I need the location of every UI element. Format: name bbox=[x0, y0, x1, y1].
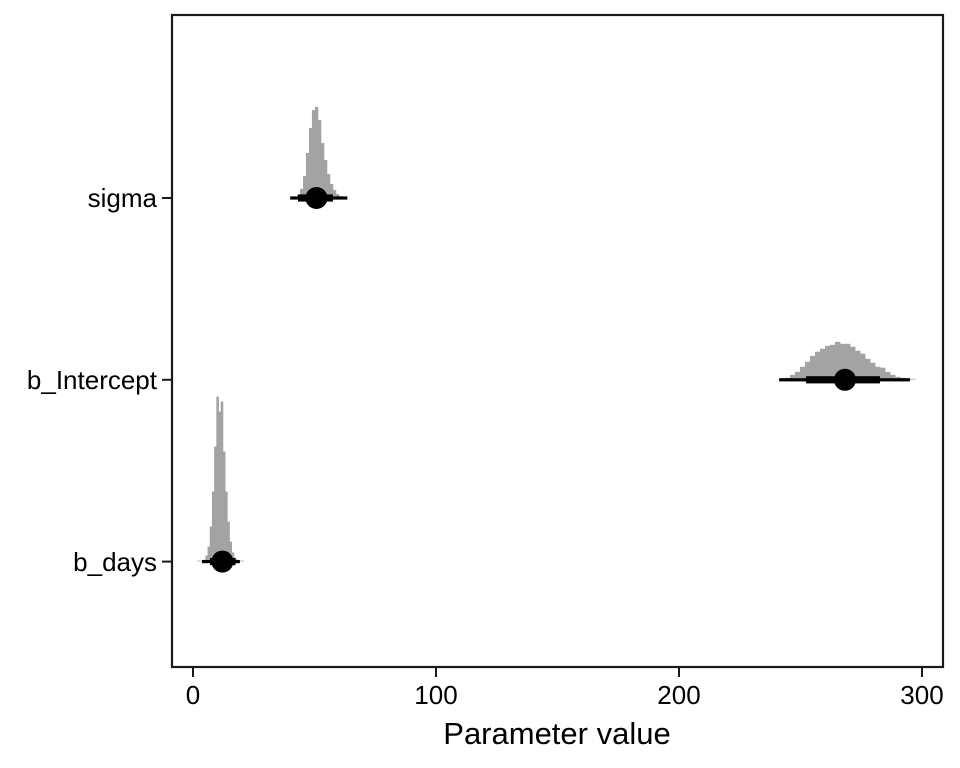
point-estimate-dot bbox=[211, 550, 234, 573]
histogram-bin bbox=[804, 361, 811, 380]
histogram-bin bbox=[305, 152, 310, 198]
histogram-bin bbox=[225, 491, 228, 562]
histogram-bin bbox=[875, 366, 881, 380]
histogram-bin bbox=[229, 541, 233, 562]
histogram-bin bbox=[335, 194, 340, 198]
histogram-bin bbox=[880, 367, 886, 380]
histogram-bin bbox=[850, 346, 856, 380]
y-axis-label-b-days: b_days bbox=[73, 547, 157, 577]
histogram-bin bbox=[314, 106, 319, 198]
histogram-bin bbox=[211, 491, 215, 562]
histogram-bin bbox=[845, 343, 851, 380]
y-axis-label-sigma: sigma bbox=[88, 183, 158, 213]
point-estimate-dot bbox=[305, 187, 328, 209]
histogram-bin bbox=[814, 351, 821, 380]
plot-panel-border bbox=[170, 13, 945, 669]
histogram-bin bbox=[308, 128, 313, 198]
y-axis-label-b-intercept: b_Intercept bbox=[27, 365, 158, 395]
histogram-bin bbox=[222, 451, 226, 562]
histogram-bin bbox=[302, 176, 307, 198]
histogram-bin bbox=[227, 521, 230, 562]
histogram-bin bbox=[860, 353, 866, 380]
histogram-bin bbox=[317, 119, 322, 198]
x-tick-label-200: 200 bbox=[657, 680, 700, 710]
histogram-bin bbox=[890, 374, 896, 380]
histogram-bin bbox=[209, 526, 213, 562]
histogram-bin bbox=[809, 355, 816, 380]
histogram-bin bbox=[218, 411, 222, 562]
histogram-bin bbox=[207, 546, 211, 562]
histogram-bin bbox=[320, 143, 325, 198]
histogram-bin bbox=[789, 374, 796, 380]
x-tick-label-300: 300 bbox=[900, 680, 943, 710]
histogram-bin bbox=[819, 348, 826, 380]
histogram-bin bbox=[835, 341, 841, 380]
histogram-bin bbox=[799, 366, 806, 380]
point-estimate-dot bbox=[833, 368, 856, 391]
histogram-bin bbox=[885, 371, 891, 380]
histogram-bin bbox=[216, 396, 219, 562]
histogram-bin bbox=[855, 350, 861, 380]
histogram-bin bbox=[794, 371, 801, 380]
histogram-bin bbox=[326, 174, 331, 198]
chart-marks bbox=[162, 106, 923, 677]
histogram-bin bbox=[299, 188, 304, 198]
histogram-bin bbox=[311, 110, 316, 198]
histogram-bin bbox=[840, 343, 846, 380]
histogram-bin bbox=[214, 446, 217, 562]
x-tick-label-100: 100 bbox=[414, 680, 457, 710]
histogram-bin bbox=[865, 358, 871, 380]
histogram-bin bbox=[231, 552, 235, 562]
histogram-bin bbox=[824, 345, 831, 380]
histogram-bin bbox=[332, 190, 337, 198]
histogram-bin bbox=[830, 344, 836, 380]
histogram-bin bbox=[870, 362, 876, 380]
histogram-bin bbox=[323, 160, 328, 198]
x-tick-label-0: 0 bbox=[186, 680, 200, 710]
histogram-bin bbox=[220, 401, 224, 562]
histogram-bin bbox=[205, 555, 208, 562]
histogram-bin bbox=[329, 183, 334, 198]
x-axis-title: Parameter value bbox=[443, 716, 670, 751]
